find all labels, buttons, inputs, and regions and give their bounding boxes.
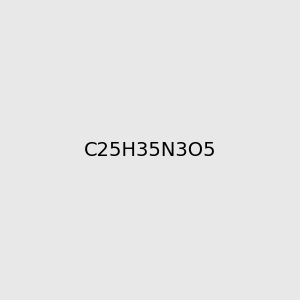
Text: C25H35N3O5: C25H35N3O5 (84, 140, 216, 160)
